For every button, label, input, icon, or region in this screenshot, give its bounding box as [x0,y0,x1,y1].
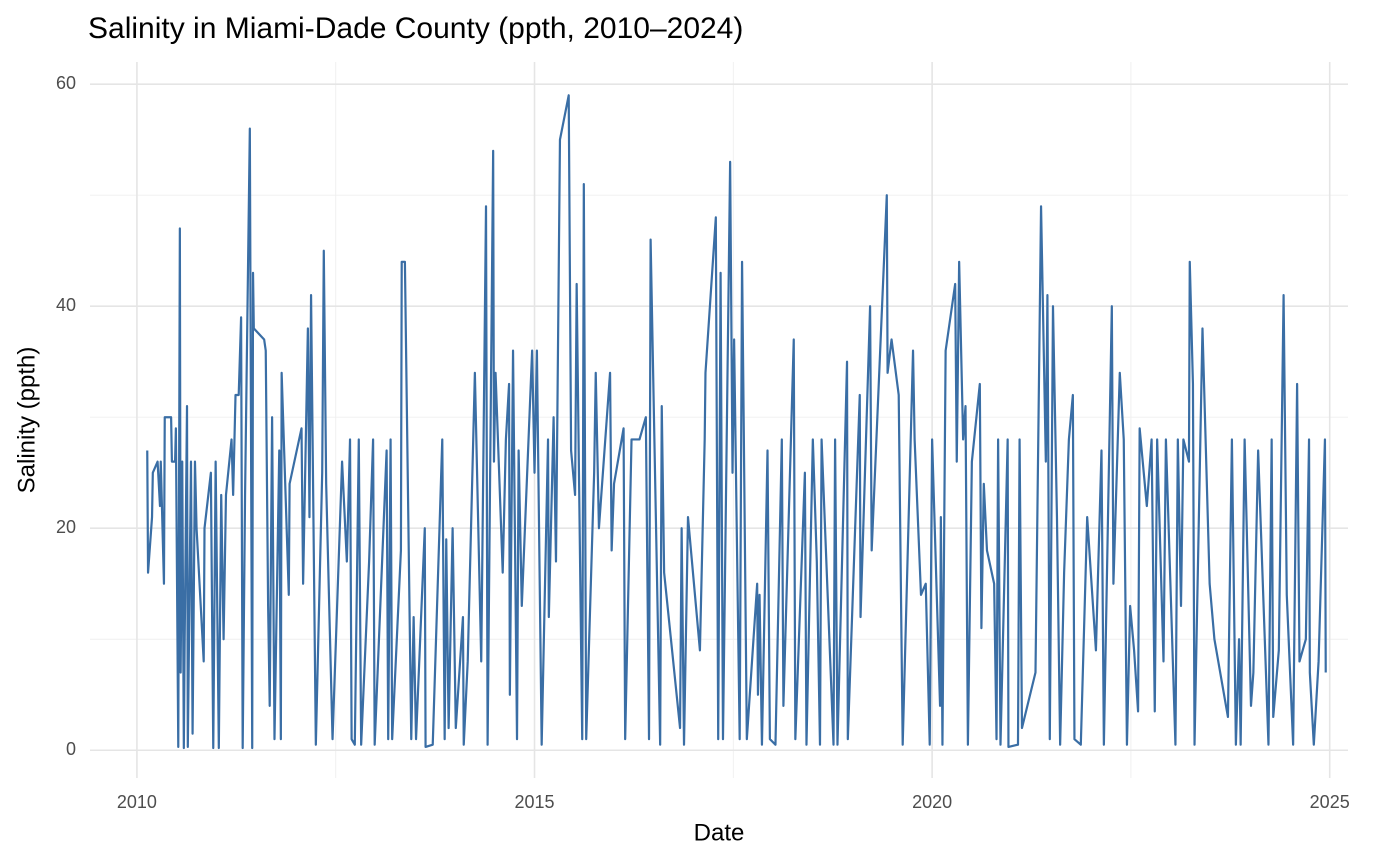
x-tick-label: 2025 [1310,792,1350,812]
x-tick-label: 2010 [117,792,157,812]
x-tick-label: 2015 [514,792,554,812]
chart-title: Salinity in Miami-Dade County (ppth, 201… [88,12,743,45]
y-axis-label: Salinity (ppth) [13,347,40,494]
y-tick-label: 20 [56,517,76,537]
y-tick-label: 60 [56,73,76,93]
x-axis-label: Date [694,819,745,846]
data-line [146,94,1327,750]
y-tick-label: 0 [66,739,76,759]
x-tick-label: 2020 [912,792,952,812]
y-tick-label: 40 [56,295,76,315]
